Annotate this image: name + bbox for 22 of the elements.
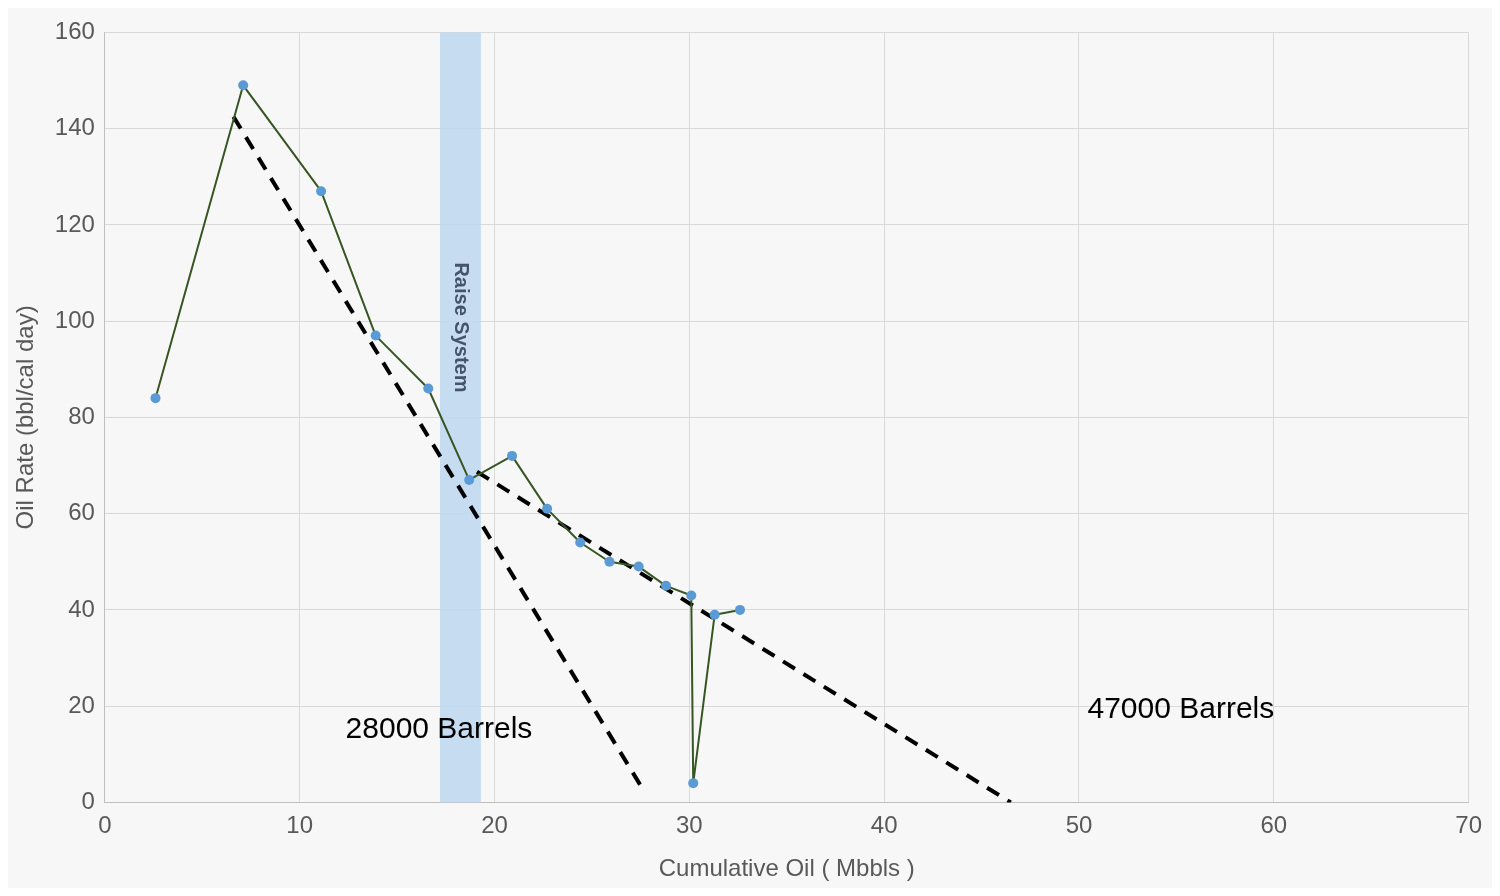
x-tick-label: 20	[481, 811, 508, 839]
y-tick-label: 140	[54, 113, 95, 141]
x-tick-label: 10	[286, 811, 314, 839]
x-axis-title: Cumulative Oil ( Mbbls )	[658, 854, 915, 882]
x-tick-label: 70	[1455, 811, 1482, 839]
y-tick-label: 120	[54, 209, 95, 237]
x-tick-label: 60	[1260, 811, 1288, 839]
annotation: 28000 Barrels	[345, 710, 533, 744]
band-label: Raise System	[450, 262, 473, 393]
x-tick-label: 0	[98, 811, 112, 839]
y-tick-label: 80	[68, 402, 95, 430]
y-tick-label: 0	[81, 787, 95, 815]
y-tick-label: 100	[54, 305, 95, 333]
y-axis-title: Oil Rate (bbl/cal day)	[11, 305, 39, 530]
x-tick-label: 40	[870, 811, 898, 839]
y-tick-label: 160	[54, 17, 95, 45]
annotation: 47000 Barrels	[1087, 691, 1275, 725]
y-tick-label: 40	[68, 594, 95, 622]
x-tick-label: 30	[675, 811, 703, 839]
x-tick-label: 50	[1065, 811, 1093, 839]
y-tick-label: 60	[68, 498, 95, 526]
y-tick-label: 20	[68, 690, 95, 718]
